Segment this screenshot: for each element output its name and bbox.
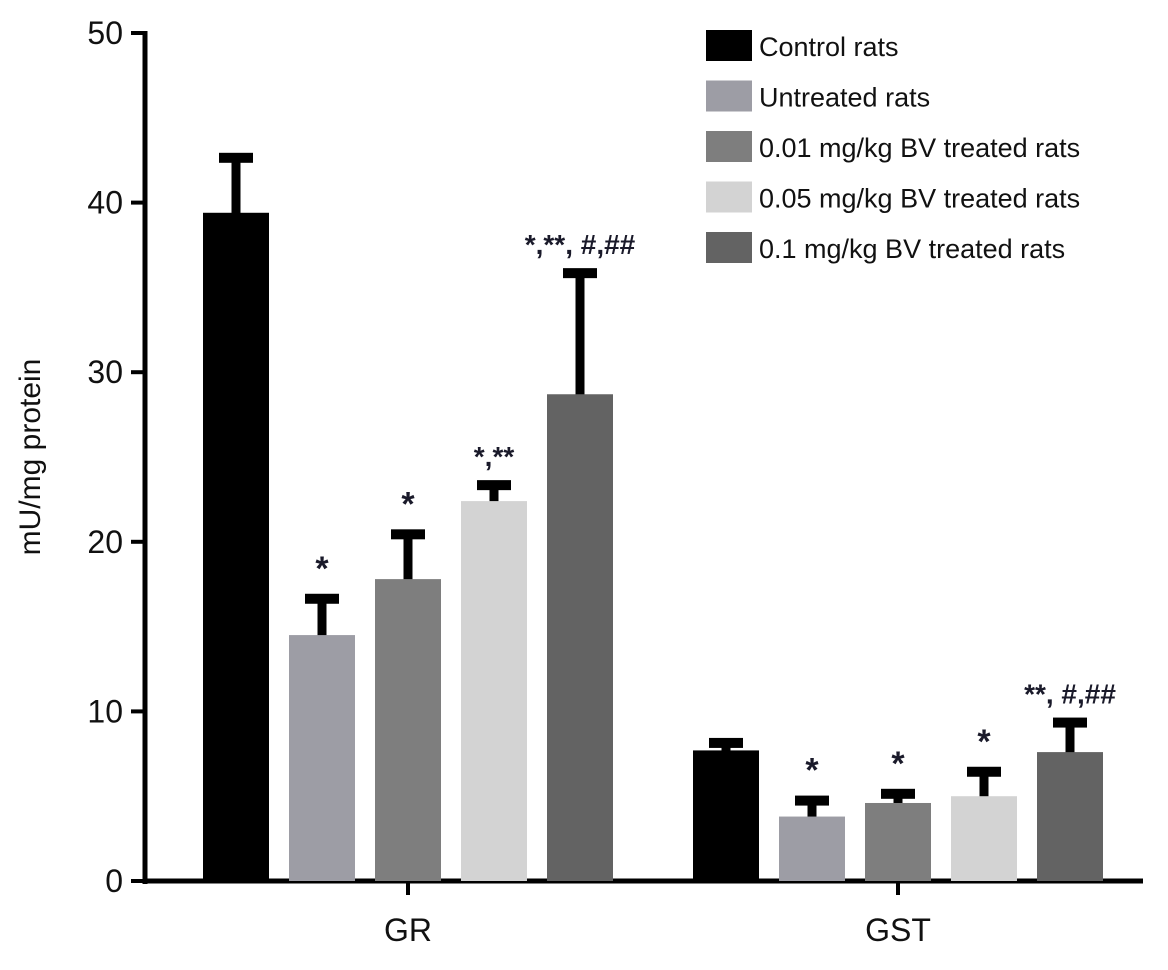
legend-label: 0.1 mg/kg BV treated rats [759,234,1065,264]
error-cap [219,152,253,163]
y-tick-label: 10 [87,693,123,729]
bar [547,394,613,881]
bar [1037,752,1103,881]
significance-label: **, #,## [1024,679,1116,710]
significance-label: * [805,752,819,790]
bar [375,579,441,881]
error-cap [305,593,339,604]
y-tick-label: 50 [87,15,123,51]
legend-swatch [706,131,752,162]
significance-label: *,**, #,## [525,229,636,260]
bar [779,816,845,881]
error-cap [795,795,829,806]
error-cap [709,737,743,748]
y-tick-label: 0 [105,863,123,899]
error-cap [1053,717,1087,728]
legend-swatch [706,30,752,61]
error-cap [477,480,511,491]
bars: * * *,** *,**, #,## * * * **, #,## [203,152,1116,881]
legend-label: 0.05 mg/kg BV treated rats [759,184,1080,214]
significance-label: * [891,745,905,783]
significance-label: *,** [474,441,515,472]
y-tick-label: 40 [87,185,123,221]
error-cap [881,788,915,799]
legend-swatch [706,181,752,213]
error-cap [391,529,425,540]
legend-label: Untreated rats [759,83,930,113]
x-tick-label-gr: GR [384,912,432,948]
error-cap [967,766,1001,777]
legend: Control rats Untreated rats 0.01 mg/kg BV … [706,30,1080,264]
legend-label: 0.01 mg/kg BV treated rats [759,133,1080,163]
significance-label: * [977,723,991,761]
bar [203,212,269,881]
y-tick-label: 30 [87,354,123,390]
significance-label: * [315,550,329,588]
legend-swatch [706,232,752,263]
y-tick-label: 20 [87,524,123,560]
bar [461,501,527,881]
legend-label: Control rats [759,32,899,62]
significance-label: * [401,485,415,523]
x-tick-label-gst: GST [865,912,931,948]
error-cap [563,268,597,279]
bar [289,635,355,881]
bar [865,802,931,881]
legend-swatch [706,80,752,112]
y-axis-label: mU/mg protein [14,359,47,556]
bar [693,750,759,881]
bar [951,796,1017,881]
